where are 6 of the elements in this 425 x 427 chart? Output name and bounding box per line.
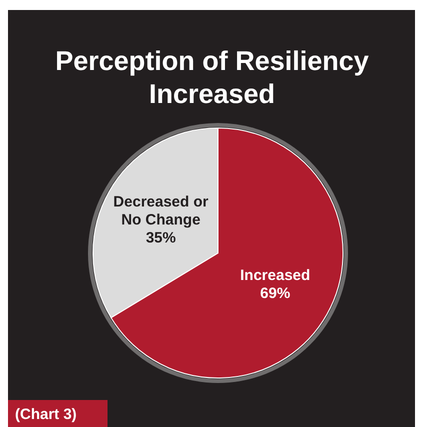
data-label: 35% [146,230,176,247]
text: (Chart 3) [15,406,77,423]
slice-label: Increased [240,267,310,284]
data-label: 69% [260,285,290,302]
chart-title: Perception of Resiliency Increased [55,46,369,109]
slice-label: Decreased or No Change [113,194,209,229]
